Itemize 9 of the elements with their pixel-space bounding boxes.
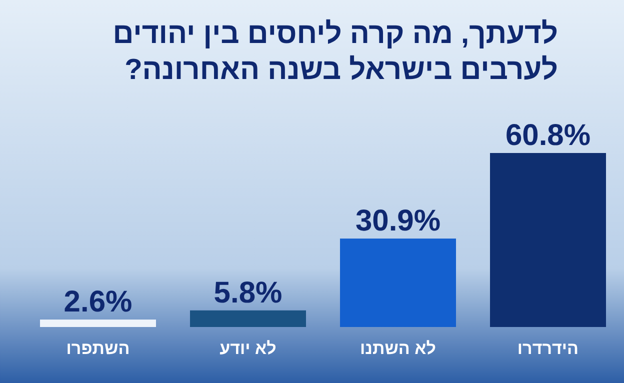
- x-tick-label: הידרדרו: [517, 339, 579, 358]
- x-tick-label: השתפרו: [66, 339, 130, 358]
- data-label: 30.9%: [355, 204, 441, 238]
- chart-title: לדעתך, מה קרה ליחסים בין יהודים לערבים בישראל בשנה האחרונה?: [112, 17, 558, 88]
- data-label: 5.8%: [214, 276, 282, 310]
- x-tick-label: לא יודע: [220, 339, 276, 358]
- data-label: 60.8%: [505, 119, 591, 152]
- data-label: 2.6%: [64, 286, 132, 319]
- x-tick-label: לא השתנו: [360, 339, 436, 358]
